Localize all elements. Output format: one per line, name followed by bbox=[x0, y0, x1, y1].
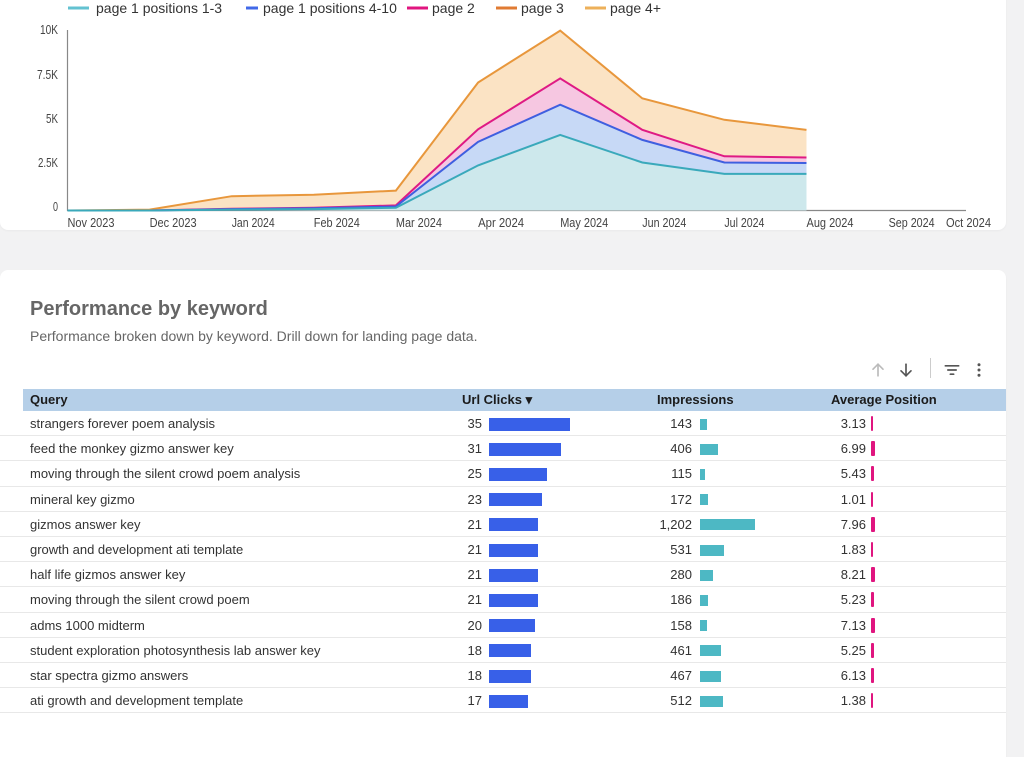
svg-text:Feb 2024: Feb 2024 bbox=[314, 215, 360, 230]
svg-text:Oct 2024: Oct 2024 bbox=[946, 215, 991, 230]
svg-text:Jan 2024: Jan 2024 bbox=[232, 215, 275, 230]
svg-text:May 2024: May 2024 bbox=[560, 215, 608, 230]
svg-text:5K: 5K bbox=[46, 111, 58, 126]
svg-text:0: 0 bbox=[53, 199, 58, 214]
svg-text:Sep 2024: Sep 2024 bbox=[889, 215, 935, 230]
svg-text:7.5K: 7.5K bbox=[37, 67, 58, 82]
svg-text:Aug 2024: Aug 2024 bbox=[807, 215, 854, 230]
svg-text:10K: 10K bbox=[40, 22, 58, 37]
svg-text:Mar 2024: Mar 2024 bbox=[396, 215, 442, 230]
svg-text:Apr 2024: Apr 2024 bbox=[478, 215, 524, 230]
svg-text:Jul 2024: Jul 2024 bbox=[724, 215, 764, 230]
svg-text:2.5K: 2.5K bbox=[38, 155, 58, 170]
svg-text:Nov 2023: Nov 2023 bbox=[68, 215, 115, 230]
svg-text:Dec 2023: Dec 2023 bbox=[150, 215, 197, 230]
svg-text:Jun 2024: Jun 2024 bbox=[642, 215, 686, 230]
